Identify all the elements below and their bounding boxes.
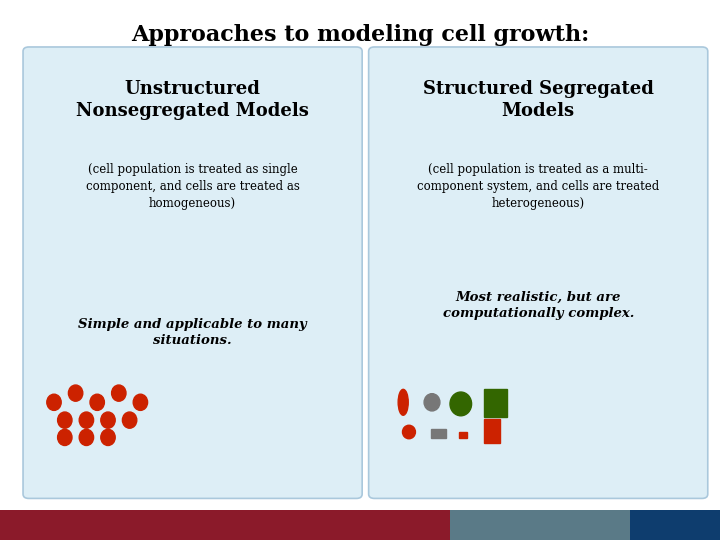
- Ellipse shape: [68, 385, 83, 401]
- Text: Most realistic, but are
computationally complex.: Most realistic, but are computationally …: [443, 291, 634, 320]
- Ellipse shape: [450, 392, 472, 416]
- FancyBboxPatch shape: [484, 389, 507, 417]
- FancyBboxPatch shape: [459, 432, 467, 438]
- Ellipse shape: [90, 394, 104, 410]
- FancyBboxPatch shape: [450, 510, 630, 540]
- Ellipse shape: [122, 412, 137, 428]
- FancyBboxPatch shape: [369, 47, 708, 498]
- Ellipse shape: [101, 412, 115, 428]
- Ellipse shape: [424, 394, 440, 411]
- Text: Simple and applicable to many
situations.: Simple and applicable to many situations…: [78, 318, 307, 347]
- Text: Approaches to modeling cell growth:: Approaches to modeling cell growth:: [131, 24, 589, 46]
- FancyBboxPatch shape: [484, 419, 500, 443]
- Text: Structured Segregated
Models: Structured Segregated Models: [423, 80, 654, 120]
- Ellipse shape: [58, 412, 72, 428]
- FancyBboxPatch shape: [0, 510, 450, 540]
- Ellipse shape: [58, 429, 72, 445]
- Ellipse shape: [402, 426, 415, 438]
- Text: (cell population is treated as a multi-
component system, and cells are treated
: (cell population is treated as a multi- …: [417, 163, 660, 210]
- FancyBboxPatch shape: [431, 429, 446, 438]
- FancyBboxPatch shape: [630, 510, 720, 540]
- Ellipse shape: [79, 429, 94, 445]
- Ellipse shape: [398, 389, 408, 415]
- Ellipse shape: [79, 412, 94, 428]
- Text: (cell population is treated as single
component, and cells are treated as
homoge: (cell population is treated as single co…: [86, 163, 300, 210]
- FancyBboxPatch shape: [23, 47, 362, 498]
- Ellipse shape: [112, 385, 126, 401]
- Ellipse shape: [47, 394, 61, 410]
- Text: Unstructured
Nonsegregated Models: Unstructured Nonsegregated Models: [76, 80, 309, 120]
- Ellipse shape: [101, 429, 115, 445]
- Ellipse shape: [133, 394, 148, 410]
